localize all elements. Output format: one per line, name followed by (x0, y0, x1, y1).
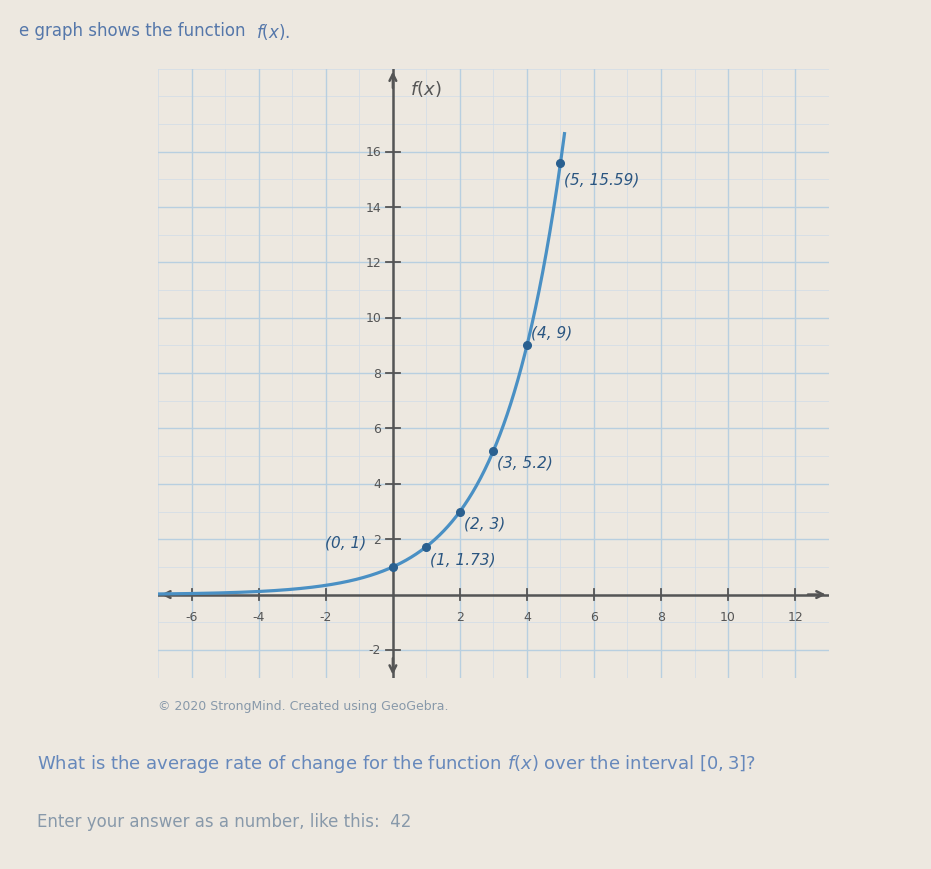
Text: 16: 16 (365, 146, 381, 159)
Text: 4: 4 (373, 478, 381, 491)
Text: 2: 2 (456, 610, 464, 623)
Text: What is the average rate of change for the function $f(x)$ over the interval $[0: What is the average rate of change for t… (37, 752, 756, 773)
Text: 6: 6 (373, 422, 381, 435)
Text: -2: -2 (319, 610, 332, 623)
Text: Enter your answer as a number, like this:  42: Enter your answer as a number, like this… (37, 813, 412, 831)
Text: (1, 1.73): (1, 1.73) (430, 552, 496, 567)
Text: (3, 5.2): (3, 5.2) (497, 455, 553, 470)
Text: 12: 12 (365, 256, 381, 269)
Text: $f(x)$: $f(x)$ (410, 79, 441, 99)
Text: (2, 3): (2, 3) (464, 516, 506, 531)
Text: (4, 9): (4, 9) (531, 326, 573, 341)
Text: e graph shows the function: e graph shows the function (19, 22, 250, 40)
Text: -4: -4 (252, 610, 265, 623)
Text: -2: -2 (369, 644, 381, 657)
Text: © 2020 StrongMind. Created using GeoGebra.: © 2020 StrongMind. Created using GeoGebr… (158, 700, 449, 713)
Text: (5, 15.59): (5, 15.59) (564, 172, 640, 187)
Text: $f(x).$: $f(x).$ (256, 22, 290, 42)
Text: 2: 2 (373, 533, 381, 546)
Text: 4: 4 (523, 610, 531, 623)
Text: -6: -6 (185, 610, 198, 623)
Text: (0, 1): (0, 1) (325, 534, 366, 550)
Text: 10: 10 (720, 610, 736, 623)
Text: 8: 8 (373, 368, 381, 380)
Text: 6: 6 (590, 610, 598, 623)
Text: 8: 8 (657, 610, 665, 623)
Text: 12: 12 (788, 610, 803, 623)
Text: 10: 10 (365, 312, 381, 325)
Text: 14: 14 (365, 202, 381, 215)
